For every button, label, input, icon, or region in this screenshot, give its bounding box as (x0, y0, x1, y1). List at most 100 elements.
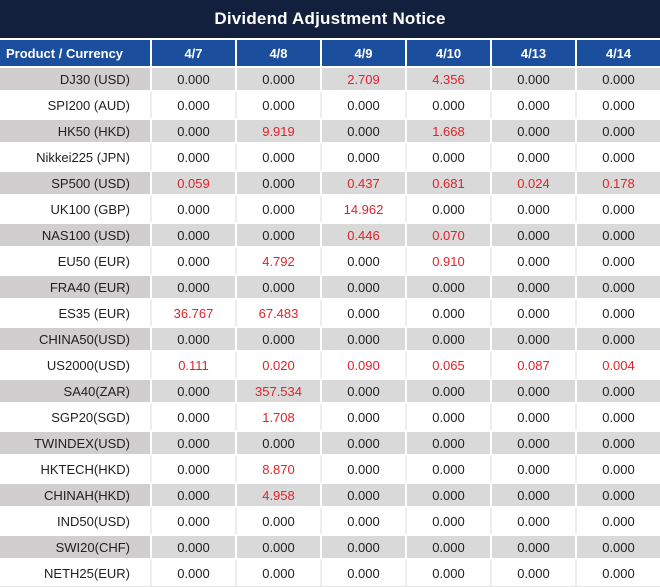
value-cell: 0.065 (405, 352, 490, 378)
value-cell: 0.000 (490, 326, 575, 352)
value-cell: 0.000 (575, 196, 660, 222)
value-cell: 0.000 (320, 534, 405, 560)
table-row: DJ30 (USD) 0.000 0.000 2.709 4.356 0.000 0.000 (0, 66, 660, 92)
value-cell: 0.000 (575, 404, 660, 430)
value-cell: 0.000 (150, 274, 235, 300)
value-cell: 0.000 (320, 300, 405, 326)
product-cell: SWI20(CHF) (0, 534, 150, 560)
value-cell: 0.111 (150, 352, 235, 378)
value-cell: 0.000 (320, 560, 405, 586)
value-cell: 0.087 (490, 352, 575, 378)
value-cell: 0.000 (235, 144, 320, 170)
product-cell: SPI200 (AUD) (0, 92, 150, 118)
value-cell: 357.534 (235, 378, 320, 404)
value-cell: 0.000 (490, 456, 575, 482)
value-cell: 0.000 (575, 118, 660, 144)
value-cell: 0.000 (575, 144, 660, 170)
table-row: NETH25(EUR) 0.000 0.000 0.000 0.000 0.000 0.00… (0, 560, 660, 586)
column-header-date-4: 4/10 (405, 40, 490, 66)
value-cell: 8.870 (235, 456, 320, 482)
value-cell: 0.000 (150, 248, 235, 274)
value-cell: 0.000 (575, 66, 660, 92)
product-cell: Nikkei225 (JPN) (0, 144, 150, 170)
value-cell: 0.000 (405, 378, 490, 404)
table-row: CHINAH(HKD) 0.000 4.958 0.000 0.000 0.000 0.00… (0, 482, 660, 508)
table-row: SA40(ZAR) 0.000 357.534 0.000 0.000 0.000 0.00… (0, 378, 660, 404)
value-cell: 4.792 (235, 248, 320, 274)
value-cell: 0.000 (150, 326, 235, 352)
value-cell: 0.000 (490, 300, 575, 326)
value-cell: 0.000 (320, 378, 405, 404)
product-cell: TWINDEX(USD) (0, 430, 150, 456)
value-cell: 0.000 (235, 222, 320, 248)
value-cell: 0.000 (490, 66, 575, 92)
value-cell: 0.000 (405, 456, 490, 482)
value-cell: 0.000 (575, 92, 660, 118)
value-cell: 0.024 (490, 170, 575, 196)
table-row: SGP20(SGD) 0.000 1.708 0.000 0.000 0.000 0.000 (0, 404, 660, 430)
value-cell: 0.000 (490, 378, 575, 404)
value-cell: 0.000 (405, 196, 490, 222)
value-cell: 0.000 (575, 326, 660, 352)
value-cell: 0.000 (490, 222, 575, 248)
table-row: FRA40 (EUR) 0.000 0.000 0.000 0.000 0.000 0.00… (0, 274, 660, 300)
table-row: Nikkei225 (JPN) 0.000 0.000 0.000 0.000 0.000… (0, 144, 660, 170)
value-cell: 0.000 (150, 378, 235, 404)
value-cell: 0.070 (405, 222, 490, 248)
value-cell: 4.958 (235, 482, 320, 508)
value-cell: 0.000 (320, 144, 405, 170)
value-cell: 0.020 (235, 352, 320, 378)
value-cell: 0.000 (575, 534, 660, 560)
value-cell: 0.000 (320, 248, 405, 274)
value-cell: 0.000 (490, 144, 575, 170)
value-cell: 0.059 (150, 170, 235, 196)
product-cell: NETH25(EUR) (0, 560, 150, 586)
table-row: US2000(USD) 0.111 0.020 0.090 0.065 0.087 0.00… (0, 352, 660, 378)
table-row: HKTECH(HKD) 0.000 8.870 0.000 0.000 0.000 0.00… (0, 456, 660, 482)
value-cell: 0.000 (235, 170, 320, 196)
value-cell: 0.000 (490, 430, 575, 456)
product-cell: UK100 (GBP) (0, 196, 150, 222)
value-cell: 0.000 (150, 482, 235, 508)
table-row: UK100 (GBP) 0.000 0.000 14.962 0.000 0.000 0.0… (0, 196, 660, 222)
value-cell: 0.000 (150, 222, 235, 248)
value-cell: 0.000 (235, 430, 320, 456)
value-cell: 0.000 (150, 560, 235, 586)
value-cell: 0.000 (320, 118, 405, 144)
product-cell: SA40(ZAR) (0, 378, 150, 404)
value-cell: 0.000 (150, 92, 235, 118)
value-cell: 0.000 (150, 508, 235, 534)
table-row: NAS100 (USD) 0.000 0.000 0.446 0.070 0.000 0.0… (0, 222, 660, 248)
value-cell: 0.000 (405, 300, 490, 326)
value-cell: 0.000 (150, 118, 235, 144)
value-cell: 0.000 (405, 482, 490, 508)
value-cell: 0.000 (320, 508, 405, 534)
product-cell: CHINAH(HKD) (0, 482, 150, 508)
table-row: HK50 (HKD) 0.000 9.919 0.000 1.668 0.000 0.000 (0, 118, 660, 144)
value-cell: 1.668 (405, 118, 490, 144)
value-cell: 0.000 (320, 326, 405, 352)
value-cell: 0.000 (405, 534, 490, 560)
value-cell: 36.767 (150, 300, 235, 326)
value-cell: 0.178 (575, 170, 660, 196)
value-cell: 0.437 (320, 170, 405, 196)
value-cell: 0.000 (575, 378, 660, 404)
value-cell: 0.000 (490, 560, 575, 586)
value-cell: 0.000 (320, 456, 405, 482)
value-cell: 0.910 (405, 248, 490, 274)
product-cell: HKTECH(HKD) (0, 456, 150, 482)
column-header-date-2: 4/8 (235, 40, 320, 66)
value-cell: 0.000 (320, 274, 405, 300)
value-cell: 0.000 (405, 404, 490, 430)
value-cell: 0.000 (150, 66, 235, 92)
value-cell: 0.000 (575, 482, 660, 508)
value-cell: 0.000 (150, 456, 235, 482)
value-cell: 0.000 (490, 274, 575, 300)
table-header-row: Product / Currency 4/7 4/8 4/9 4/10 4/13… (0, 40, 660, 66)
table-row: ES35 (EUR) 36.767 67.483 0.000 0.000 0.000 0.0… (0, 300, 660, 326)
value-cell: 0.000 (405, 326, 490, 352)
value-cell: 0.000 (150, 430, 235, 456)
value-cell: 0.000 (490, 118, 575, 144)
product-cell: SGP20(SGD) (0, 404, 150, 430)
product-cell: DJ30 (USD) (0, 66, 150, 92)
